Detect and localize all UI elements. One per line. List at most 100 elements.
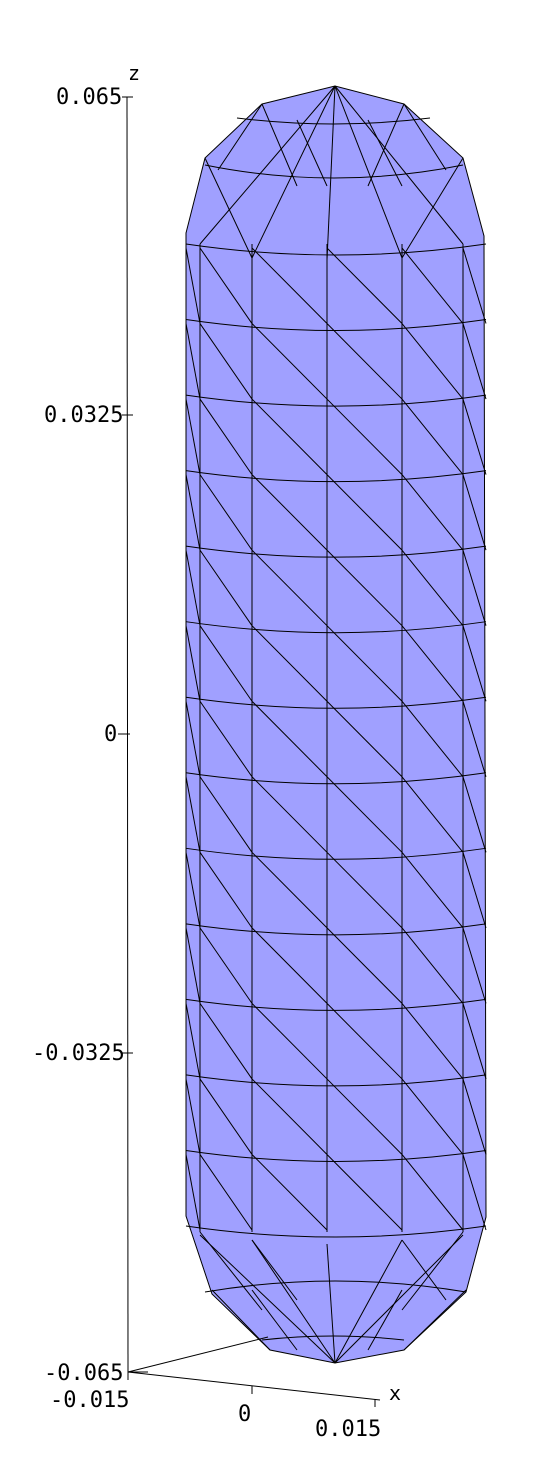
mesh-diagonal — [401, 1154, 464, 1231]
z-axis-name: z — [128, 61, 140, 85]
mesh-diagonal — [185, 625, 201, 702]
mesh-diagonal — [251, 398, 328, 475]
mesh-diagonal — [251, 851, 328, 929]
x-tick-label-0: 0 — [238, 1402, 251, 1427]
z-tick-label-0: 0 — [104, 722, 117, 747]
y-axis — [127, 1336, 269, 1373]
mesh-diagonal — [199, 1154, 253, 1231]
mesh-latitude-ring — [185, 998, 487, 1011]
mesh-diagonal — [401, 625, 464, 702]
mesh-diagonal — [185, 1003, 201, 1080]
mesh-diagonal — [199, 1078, 253, 1155]
cap-top-edge — [217, 103, 263, 171]
mesh-diagonal — [185, 247, 201, 324]
cap-top-edge — [204, 157, 253, 259]
mesh-diagonal — [462, 852, 487, 928]
mesh-diagonal — [401, 927, 464, 1004]
mesh-diagonal — [462, 247, 487, 324]
cap-top-edge — [326, 85, 336, 261]
mesh-diagonal — [326, 700, 403, 778]
mesh-latitude-ring — [185, 1225, 487, 1238]
mesh-diagonal — [251, 323, 328, 400]
mesh-latitude-ring — [185, 243, 487, 256]
cap-bottom-edge — [199, 1231, 263, 1311]
mesh-diagonal — [326, 398, 403, 475]
mesh-diagonal — [199, 927, 253, 1004]
mesh-diagonal — [401, 1078, 464, 1155]
mesh-diagonal — [326, 323, 403, 400]
mesh-diagonal — [185, 474, 201, 551]
mesh-diagonal — [185, 1154, 201, 1231]
mesh-diagonal — [326, 1078, 403, 1155]
mesh-latitude-ring — [185, 696, 487, 709]
mesh-diagonal — [326, 549, 403, 627]
mesh-diagonal — [401, 851, 464, 929]
cap-bottom-edge — [326, 1243, 336, 1364]
cap-bottom-edge — [403, 1289, 467, 1351]
cap-bottom-edge — [401, 1231, 464, 1311]
mesh-diagonal — [185, 852, 201, 928]
mesh-latitude-ring — [185, 394, 487, 407]
cap-bottom-edge — [367, 1289, 403, 1351]
mesh-diagonal — [326, 927, 403, 1004]
cap-bottom-edge — [251, 1289, 298, 1351]
mesh-diagonal — [199, 323, 253, 400]
mesh-diagonal — [185, 550, 201, 626]
z-tick-label-minus-0.0325: -0.0325 — [32, 1041, 125, 1066]
cap-bottom-edge — [251, 1239, 336, 1364]
mesh-latitude-ring — [185, 847, 487, 860]
mesh-latitude-ring — [185, 772, 487, 785]
mesh-diagonal — [185, 701, 201, 777]
mesh-diagonal — [199, 700, 253, 778]
mesh-diagonal — [251, 474, 328, 551]
mesh-diagonal — [462, 701, 487, 777]
mesh-diagonal — [326, 625, 403, 702]
mesh-latitude-ring — [185, 923, 487, 936]
mesh-latitude-ring — [185, 319, 487, 332]
cap-top-edge — [199, 85, 336, 245]
mesh-latitude-ring — [185, 1149, 487, 1162]
capsule-silhouette — [186, 86, 486, 1363]
mesh-diagonal — [462, 1003, 487, 1080]
mesh-diagonal — [199, 776, 253, 853]
mesh-diagonal — [185, 1078, 201, 1155]
capsule-surface-faces — [186, 86, 486, 1363]
mesh-diagonal — [199, 852, 253, 929]
mesh-diagonal — [185, 776, 201, 853]
z-tick-label-0.0325: 0.0325 — [44, 403, 123, 428]
mesh-diagonal — [401, 776, 464, 853]
cap-bottom-edge — [211, 1289, 271, 1351]
mesh-diagonal — [251, 700, 328, 778]
mesh-diagonal — [401, 398, 464, 475]
mesh-diagonal — [401, 549, 464, 627]
x-axis — [127, 1371, 381, 1407]
cap-top-edge — [251, 85, 336, 259]
mesh-diagonal — [251, 1003, 328, 1080]
cap-top-edge — [367, 103, 405, 187]
cap-top-edge — [334, 85, 464, 245]
mesh-diagonal — [251, 247, 328, 324]
mesh-diagonal — [462, 927, 487, 1004]
mesh-diagonal — [462, 474, 487, 551]
cap-top-edge — [334, 85, 403, 259]
mesh-diagonal — [185, 927, 201, 1004]
z-tick-label-0.065: 0.065 — [56, 85, 122, 110]
mesh-diagonal — [199, 398, 253, 475]
z-tick-label-minus-0.065: -0.065 — [44, 1361, 123, 1386]
mesh-diagonal — [326, 1003, 403, 1080]
y-axis-line — [127, 1336, 269, 1373]
capsule-mesh-edges — [185, 85, 487, 1364]
cap-bottom-edge — [199, 1234, 336, 1364]
cap-top-edge — [261, 103, 298, 187]
cap-top-edge — [401, 157, 464, 259]
mesh-latitude-ring — [185, 621, 487, 634]
mesh-diagonal — [401, 247, 464, 324]
z-axis — [118, 96, 148, 1373]
mesh-diagonal — [462, 550, 487, 626]
mesh-diagonal — [326, 1154, 403, 1231]
mesh-diagonal — [326, 474, 403, 551]
mesh-diagonal — [185, 323, 201, 400]
x-axis-name: x — [389, 1381, 401, 1405]
mesh-diagonal — [199, 247, 253, 324]
